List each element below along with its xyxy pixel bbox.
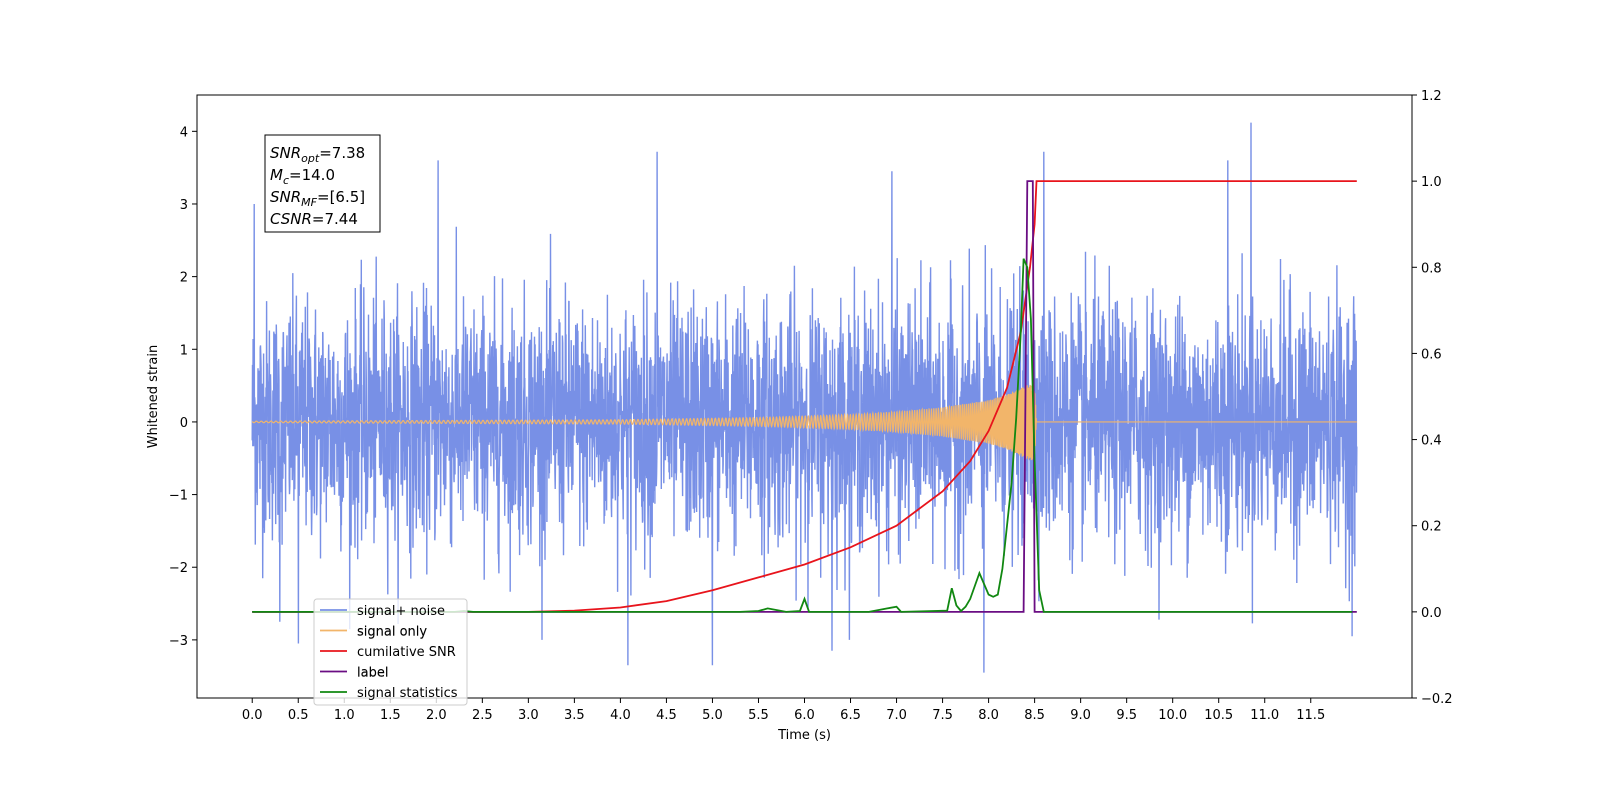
y2-tick-label: 0.8 (1421, 261, 1442, 276)
legend-label: signal+ noise (357, 604, 445, 619)
x-tick-label: 11.0 (1250, 708, 1279, 723)
legend-label: label (357, 666, 388, 681)
x-tick-label: 6.0 (794, 708, 815, 723)
x-tick-label: 8.5 (1024, 708, 1045, 723)
y2-tick-label: 0.6 (1421, 347, 1442, 362)
y-tick-label: 2 (180, 271, 188, 286)
x-axis: 0.0 0.5 1.0 1.5 2.0 2.5 3.0 3.5 4.0 4.5 5.0 5.5 6.0 6… (242, 698, 1325, 723)
x-tick-label: 11.5 (1296, 708, 1325, 723)
x-tick-label: 1.0 (334, 708, 355, 723)
y2-tick-label: 1.0 (1421, 175, 1442, 190)
x-tick-label: 7.0 (886, 708, 907, 723)
y2-tick-label: 0.4 (1421, 434, 1442, 449)
series-signal-only (251, 382, 1357, 461)
x-tick-label: 4.5 (656, 708, 677, 723)
legend-ghost-label: signal only (357, 625, 427, 640)
y2-tick-label: −0.2 (1421, 692, 1453, 707)
y-tick-label: −2 (169, 561, 188, 576)
y-axis-label: Whitened strain (146, 345, 161, 448)
signal-noise-series (251, 122, 1358, 673)
x-tick-label: 4.0 (610, 708, 631, 723)
y-tick-label: 1 (180, 343, 188, 358)
y2-tick-label: 1.2 (1421, 89, 1442, 104)
y-tick-label: 3 (180, 198, 188, 213)
x-tick-label: 0.0 (242, 708, 263, 723)
annotation-frame (264, 134, 381, 233)
y-axis-right: −0.2 0.0 0.2 0.4 0.6 0.8 1.0 1.2 (1412, 89, 1453, 707)
x-tick-label: 5.0 (702, 708, 723, 723)
x-tick-label: 2.5 (472, 708, 493, 723)
x-tick-label: 9.5 (1116, 708, 1137, 723)
y-tick-label: 0 (180, 416, 188, 431)
legend-label: cumilative SNR (357, 645, 456, 660)
annotation-line: CSNR=7.44 (270, 210, 358, 228)
y2-tick-label: 0.2 (1421, 520, 1442, 535)
x-axis-label: Time (s) (777, 728, 831, 743)
y-axis-left: −3 −2 −1 0 1 2 3 4 (169, 125, 197, 649)
x-tick-label: 7.5 (932, 708, 953, 723)
x-tick-label: 10.0 (1158, 708, 1187, 723)
x-tick-label: 3.5 (564, 708, 585, 723)
x-tick-label: 2.0 (426, 708, 447, 723)
legend-frame (313, 598, 468, 706)
annotation-line: SNRopt=7.38 (270, 144, 365, 165)
legend-label: signal only (357, 625, 427, 640)
x-tick-label: 10.5 (1204, 708, 1233, 723)
x-tick-label: 9.0 (1070, 708, 1091, 723)
x-tick-label: 6.5 (840, 708, 861, 723)
signal-only-series (251, 382, 1357, 461)
x-tick-label: 5.5 (748, 708, 769, 723)
series-signal-statistics (252, 258, 1353, 613)
annotation-line: SNRMF=[6.5] (270, 188, 365, 209)
y-tick-label: −1 (169, 489, 188, 504)
y2-tick-label: 0.0 (1421, 606, 1442, 621)
x-tick-label: 8.0 (978, 708, 999, 723)
right-axis-series (252, 180, 1357, 613)
legend-ghost-label: label (357, 666, 388, 681)
legend-label: signal statistics (357, 686, 458, 701)
y-tick-label: −3 (169, 634, 188, 649)
x-tick-label: 1.5 (380, 708, 401, 723)
y-tick-label: 4 (180, 125, 188, 140)
series-signal-noise (251, 122, 1358, 673)
x-tick-label: 3.0 (518, 708, 539, 723)
x-tick-label: 0.5 (288, 708, 309, 723)
annotation-line: Mc=14.0 (270, 166, 335, 187)
